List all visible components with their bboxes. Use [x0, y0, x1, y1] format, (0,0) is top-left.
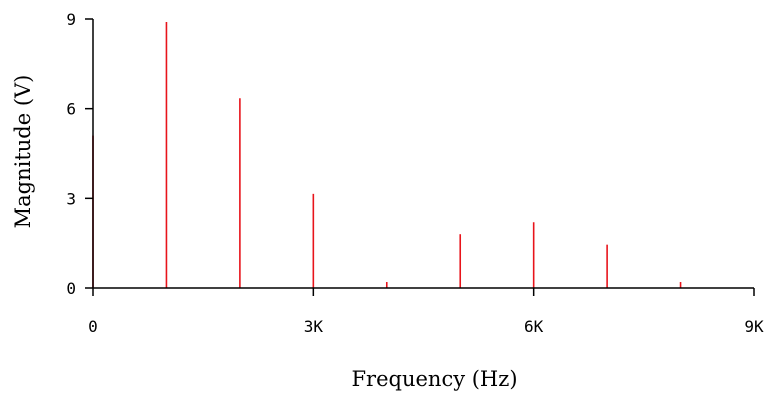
- stem-series: [92, 21, 682, 288]
- x-axis-title: Frequency (Hz): [351, 367, 517, 391]
- x-tick-label: 0: [88, 317, 98, 336]
- x-tick-label: 6K: [524, 317, 544, 336]
- y-tick-label: 9: [66, 10, 76, 29]
- y-tick-label: 3: [66, 189, 76, 208]
- y-axis-ticks: 0 3 6 9: [66, 10, 93, 298]
- x-axis-ticks: 0 3K 6K 9K: [88, 288, 764, 336]
- x-tick-label: 3K: [304, 317, 324, 336]
- x-tick-label: 9K: [744, 317, 764, 336]
- y-tick-label: 0: [66, 279, 76, 298]
- y-tick-label: 6: [66, 100, 76, 119]
- y-axis-title: Magnitude (V): [11, 75, 35, 229]
